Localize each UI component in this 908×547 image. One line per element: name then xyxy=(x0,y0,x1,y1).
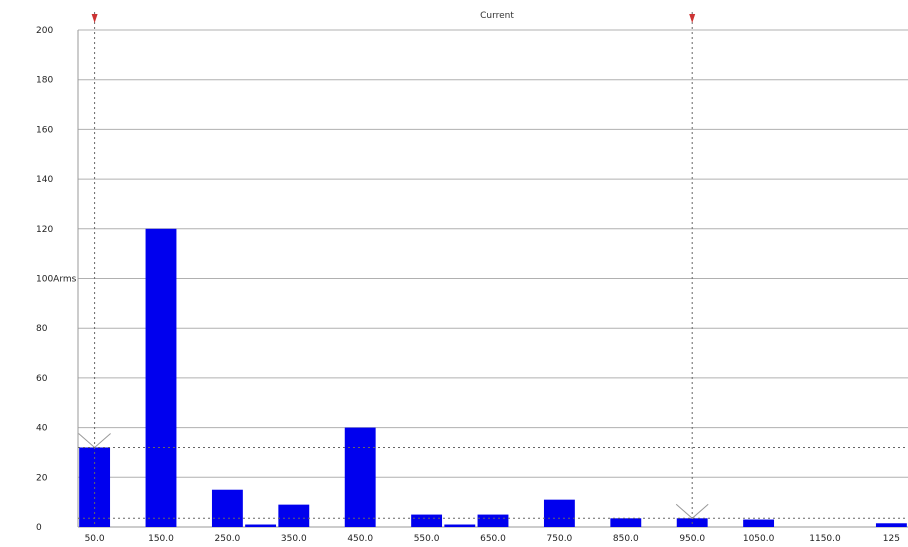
y-tick-label: 20 xyxy=(36,473,48,483)
y-tick-label: 200 xyxy=(36,26,53,36)
bar xyxy=(477,514,509,527)
y-tick-label: 100Arms xyxy=(36,275,77,285)
bar xyxy=(743,519,775,527)
y-tick-label: 40 xyxy=(36,424,48,434)
x-tick-label: 1150.0 xyxy=(809,534,841,544)
bar xyxy=(411,514,443,527)
chart-title: Current xyxy=(480,11,514,21)
y-tick-label: 180 xyxy=(36,76,53,86)
x-tick-label: 50.0 xyxy=(85,534,105,544)
bar xyxy=(245,524,277,527)
y-tick-label: 160 xyxy=(36,125,53,135)
bar xyxy=(344,427,376,527)
y-tick-label: 120 xyxy=(36,225,53,235)
cursor-v-marker-icon xyxy=(675,503,709,519)
cursor-marker-icon[interactable] xyxy=(689,14,696,23)
y-tick-labels: 0 20 40 60 80 100Arms 120 140 160 180 200 xyxy=(36,26,77,533)
bar xyxy=(610,518,642,527)
x-tick-label: 550.0 xyxy=(414,534,440,544)
y-tick-label: 140 xyxy=(36,175,53,185)
y-tick-label: 0 xyxy=(36,523,42,533)
bar xyxy=(444,524,476,527)
bar xyxy=(278,504,310,527)
x-tick-label: 250.0 xyxy=(215,534,241,544)
cursor-marker-icon[interactable] xyxy=(91,14,98,23)
y-tick-label: 80 xyxy=(36,324,48,334)
x-tick-label: 650.0 xyxy=(480,534,506,544)
x-tick-label: 750.0 xyxy=(547,534,573,544)
x-tick-label: 950.0 xyxy=(679,534,705,544)
bar xyxy=(543,499,575,527)
bar xyxy=(145,228,177,528)
x-tick-labels: 50.0 150.0 250.0 350.0 450.0 550.0 650.0 750.0 8… xyxy=(85,534,900,544)
y-tick-label: 60 xyxy=(36,374,48,384)
x-tick-label: 150.0 xyxy=(148,534,174,544)
x-tick-label: 1050.0 xyxy=(743,534,775,544)
grid-lines xyxy=(78,29,908,478)
cursor-v-marker-icon xyxy=(78,433,111,449)
x-tick-label: 350.0 xyxy=(281,534,307,544)
x-tick-label: 450.0 xyxy=(347,534,373,544)
bar xyxy=(211,489,243,527)
cursors xyxy=(78,12,908,527)
bar xyxy=(875,523,907,527)
x-tick-label: 850.0 xyxy=(613,534,639,544)
x-tick-label: 125 xyxy=(883,534,900,544)
